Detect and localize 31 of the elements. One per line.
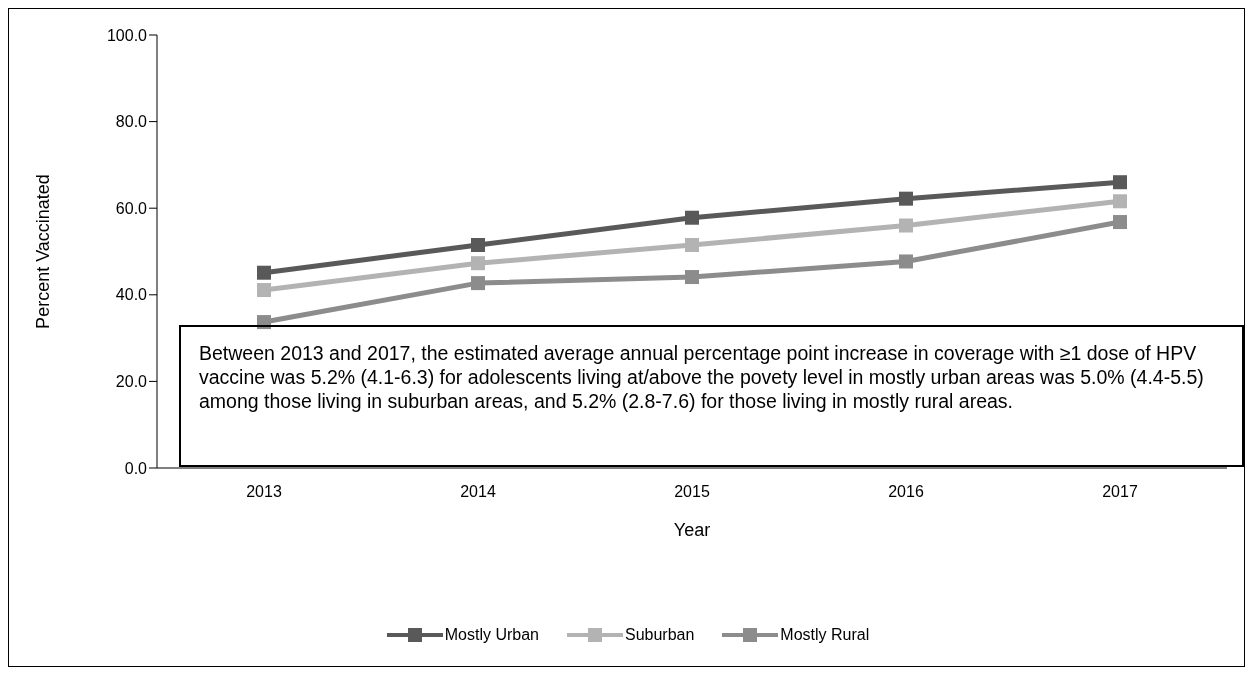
point	[257, 283, 271, 298]
legend-label: Mostly Rural	[780, 626, 870, 644]
x-tick-label: 2017	[1102, 483, 1138, 501]
point	[685, 238, 699, 253]
point	[471, 256, 485, 271]
point	[471, 238, 485, 253]
x-tick-label: 2013	[246, 483, 282, 501]
y-tick-label: 20.0	[115, 373, 148, 391]
legend-label: Mostly Urban	[444, 626, 539, 644]
x-tick-label: 2014	[460, 483, 496, 501]
y-axis-title: Percent Vaccinated	[33, 174, 54, 329]
y-tick-label: 80.0	[115, 113, 148, 131]
point	[899, 254, 913, 269]
point	[899, 218, 913, 233]
y-tick-label: 40.0	[115, 286, 148, 304]
point	[1113, 175, 1127, 190]
x-tick-label: 2016	[888, 483, 924, 501]
y-tick-label: 60.0	[115, 199, 148, 217]
y-tick-label: 100.0	[106, 26, 148, 44]
point	[1113, 194, 1127, 209]
x-tick-label: 2015	[674, 483, 710, 501]
y-tick-label: 0.0	[124, 459, 148, 477]
x-axis-title: Year	[673, 520, 711, 540]
point	[257, 265, 271, 280]
annotation: Between 2013 and 2017, the estimated average annual percentage point increase in coverage with ≥1 dose of HPV vaccine was 5.2% (4.1-6.3) for adolescents living at/above the povety level in mostly urban areas was 5.0% (4.4-5.5) among those living in suburban areas, and 5.2% (2.8-7.6) for those living in mostly rural areas.	[179, 325, 1244, 467]
legend-label: Suburban	[624, 626, 695, 644]
point	[899, 191, 913, 206]
point	[471, 276, 485, 291]
point	[1113, 215, 1127, 230]
point	[685, 210, 699, 225]
point	[685, 270, 699, 285]
